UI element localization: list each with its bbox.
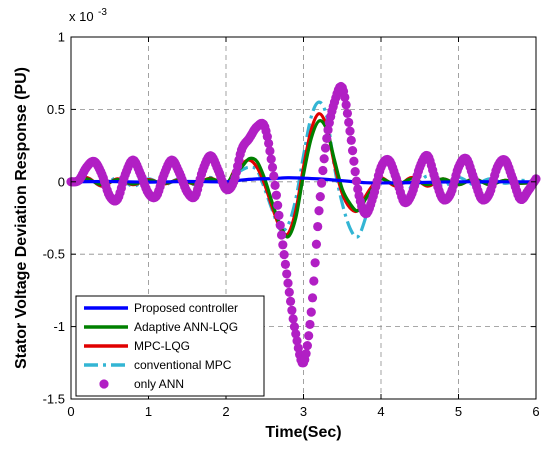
series-marker <box>320 143 331 153</box>
legend-label: conventional MPC <box>134 358 232 372</box>
legend-label: only ANN <box>134 377 184 391</box>
series-marker <box>273 200 283 210</box>
series-marker <box>262 132 272 142</box>
legend-item-mpc-lqg: MPC-LQG <box>84 339 190 353</box>
legend-label: Adaptive ANN-LQG <box>134 320 238 334</box>
series-marker <box>271 190 281 200</box>
series-marker <box>347 145 358 156</box>
series-marker <box>275 220 285 230</box>
legend-label: Proposed controller <box>134 301 238 315</box>
legend-item-conventional-mpc: conventional MPC <box>84 358 232 372</box>
series-marker <box>345 126 355 136</box>
legend-item-adaptive-ann-lqg: Adaptive ANN-LQG <box>84 320 238 334</box>
x-tick-label: 1 <box>145 404 152 419</box>
series-marker <box>316 178 327 188</box>
series-marker <box>265 146 275 156</box>
y-axis-exponent-base: x 10 <box>69 9 94 24</box>
series-marker <box>346 135 356 145</box>
series-marker <box>266 154 276 164</box>
series-marker <box>264 138 274 149</box>
series-marker <box>309 276 319 286</box>
series-marker <box>313 221 323 232</box>
series-marker <box>315 192 325 202</box>
x-tick-label: 6 <box>532 404 539 419</box>
x-tick-label: 0 <box>67 404 74 419</box>
series-marker <box>351 176 362 186</box>
series-marker <box>301 349 311 359</box>
y-tick-label: 1 <box>58 30 65 45</box>
series-marker <box>344 117 354 127</box>
legend-swatch <box>99 379 109 389</box>
series-marker <box>304 331 314 341</box>
series-marker <box>310 258 320 268</box>
series-marker <box>323 125 333 135</box>
x-axis-title: Time(Sec) <box>265 424 341 441</box>
series-marker <box>307 293 318 303</box>
series-marker <box>318 165 328 176</box>
legend: Proposed controller Adaptive ANN-LQG MPC-… <box>75 295 265 397</box>
series-marker <box>280 259 291 269</box>
series-marker <box>279 250 289 260</box>
series-marker <box>287 305 297 315</box>
series-marker <box>322 133 332 143</box>
series-only-ann <box>66 81 541 368</box>
series-marker <box>269 171 279 181</box>
series-marker <box>282 269 292 279</box>
y-axis-exponent-power: -3 <box>98 7 107 18</box>
y-tick-label: 0 <box>58 174 65 189</box>
series-marker <box>267 162 278 172</box>
series-marker <box>276 230 287 240</box>
series-marker <box>340 92 350 102</box>
y-tick-label: -1.5 <box>43 392 65 407</box>
series-marker <box>274 210 284 220</box>
series-marker <box>342 108 353 119</box>
series-marker <box>319 154 329 164</box>
series-marker <box>349 156 359 166</box>
series-marker <box>288 314 298 324</box>
y-axis-exponent: x 10 -3 <box>69 7 107 24</box>
series-marker <box>278 240 288 250</box>
x-tick-label: 3 <box>300 404 307 419</box>
series-layer <box>66 81 541 368</box>
x-tick-label: 2 <box>222 404 229 419</box>
series-marker <box>350 167 360 177</box>
series-marker <box>302 341 312 351</box>
x-tick-label: 5 <box>455 404 462 419</box>
series-marker <box>292 336 302 346</box>
series-marker <box>291 329 301 339</box>
series-marker <box>283 278 293 288</box>
y-tick-label: -0.5 <box>43 247 65 262</box>
series-marker <box>289 322 300 332</box>
legend-item-only-ann: only ANN <box>99 377 184 391</box>
series-marker <box>270 180 280 190</box>
series-marker <box>305 319 315 330</box>
series-marker <box>284 287 294 297</box>
x-tick-label: 4 <box>377 404 384 419</box>
series-marker <box>306 307 316 317</box>
y-tick-label: -1 <box>53 319 65 334</box>
series-marker <box>341 100 351 110</box>
y-axis-title: Stator Voltage Deviation Response (PU) <box>13 67 30 369</box>
series-marker <box>314 206 324 216</box>
legend-item-proposed-controller: Proposed controller <box>84 301 238 315</box>
axis-ticks: 0 1 2 3 4 5 6 1 0.5 0 -0.5 -1 -1.5 <box>43 30 540 420</box>
series-marker <box>311 239 322 249</box>
legend-label: MPC-LQG <box>134 339 190 353</box>
series-marker <box>285 296 296 306</box>
y-tick-label: 0.5 <box>47 102 65 117</box>
